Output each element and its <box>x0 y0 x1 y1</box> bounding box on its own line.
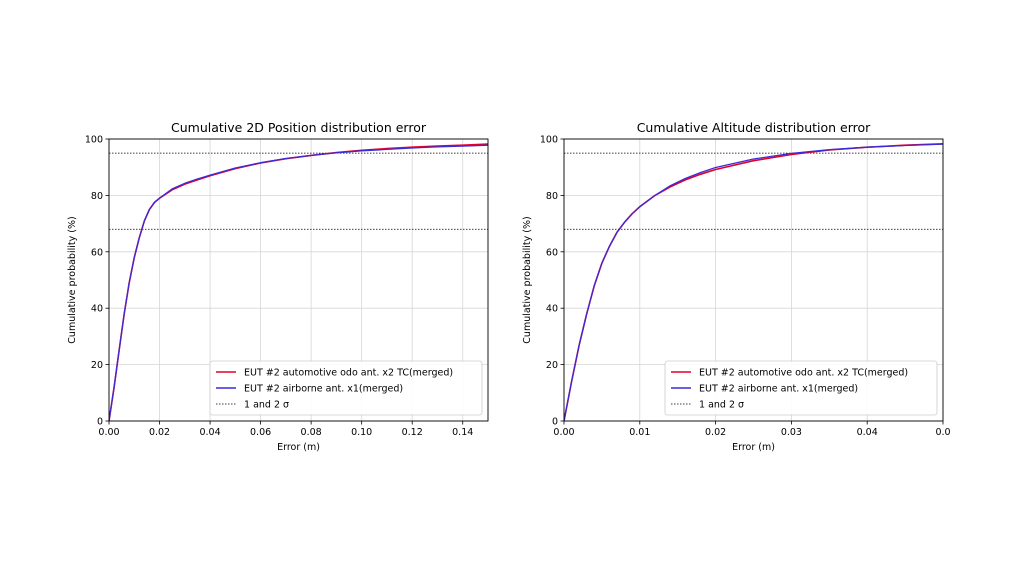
x-tick-label: 0.14 <box>452 427 473 438</box>
y-tick-label: 80 <box>91 191 103 202</box>
x-tick-label: 0.12 <box>402 427 423 438</box>
y-tick-label: 0 <box>97 417 103 428</box>
plot-frame <box>108 138 489 422</box>
y-tick-label: 60 <box>91 247 103 258</box>
legend-label-0: EUT #2 automotive odo ant. x2 TC(merged) <box>699 368 908 379</box>
y-tick-label: 60 <box>546 247 558 258</box>
y-tick-label: 20 <box>91 360 103 371</box>
chart-title: Cumulative Altitude distribution error <box>637 120 871 135</box>
y-tick-label: 40 <box>91 304 103 315</box>
y-tick-label: 20 <box>546 360 558 371</box>
y-tick-label: 80 <box>546 191 558 202</box>
legend-label-0: EUT #2 automotive odo ant. x2 TC(merged) <box>244 368 453 379</box>
x-tick-label: 0.04 <box>857 427 878 438</box>
chart-altitude: 0.00 0.01 0.02 0.03 0.04 0.0020406080100Cumul… <box>522 120 951 453</box>
legend: EUT #2 automotive odo ant. x2 TC(merged)… <box>209 360 483 416</box>
y-tick-label: 100 <box>85 135 103 146</box>
x-tick-label: 0.03 <box>781 427 802 438</box>
x-tick-label: 0.01 <box>629 427 650 438</box>
x-tick-label: 0.00 <box>98 427 119 438</box>
x-tick-label: 0.06 <box>250 427 271 438</box>
series-line-1 <box>109 144 488 421</box>
legend: EUT #2 automotive odo ant. x2 TC(merged)… <box>664 360 938 416</box>
legend-label-1: EUT #2 airborne ant. x1(merged) <box>244 384 403 395</box>
legend-box <box>209 360 483 416</box>
x-tick-label: 0.04 <box>199 427 220 438</box>
legend-label-2: 1 and 2 σ <box>244 400 289 411</box>
y-tick-label: 100 <box>540 135 558 146</box>
y-tick-label: 40 <box>546 304 558 315</box>
legend-box <box>664 360 938 416</box>
legend-label-2: 1 and 2 σ <box>699 400 744 411</box>
series-line-1 <box>564 143 943 421</box>
x-axis-label: Error (m) <box>732 442 775 453</box>
x-tick-label: 0.00 <box>553 427 574 438</box>
plot-frame <box>563 138 944 422</box>
chart-2d-position: 0.00 0.02 0.04 0.06 0.08 0.10 0.12 0.14 0 20 40 60 8… <box>67 120 489 453</box>
x-tick-label: 0.08 <box>301 427 322 438</box>
x-axis-label: Error (m) <box>277 442 320 453</box>
y-axis-label: Cumulative probability (%) <box>522 216 533 343</box>
legend-label-1: EUT #2 airborne ant. x1(merged) <box>699 384 858 395</box>
x-tick-label: 0.10 <box>351 427 372 438</box>
chart-title: Cumulative 2D Position distribution erro… <box>171 120 427 135</box>
y-tick-label: 0 <box>552 417 558 428</box>
x-tick-label: 0.02 <box>149 427 170 438</box>
y-axis-label: Cumulative probability (%) <box>67 216 78 343</box>
x-tick-label: 0.0 <box>935 427 950 438</box>
x-tick-label: 0.02 <box>705 427 726 438</box>
